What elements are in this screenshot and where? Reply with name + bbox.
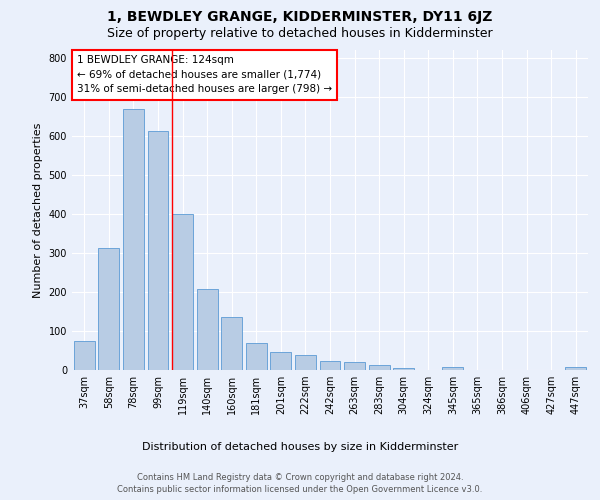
Text: Distribution of detached houses by size in Kidderminster: Distribution of detached houses by size … [142, 442, 458, 452]
Bar [271, 352, 292, 370]
Bar [320, 362, 340, 370]
Bar [344, 362, 365, 370]
Text: 1, BEWDLEY GRANGE, KIDDERMINSTER, DY11 6JZ: 1, BEWDLEY GRANGE, KIDDERMINSTER, DY11 6… [107, 10, 493, 24]
Bar [295, 355, 316, 370]
Bar [393, 368, 414, 370]
Bar [221, 317, 242, 370]
Bar [123, 108, 144, 370]
Bar [172, 214, 193, 370]
Bar [442, 367, 463, 370]
Bar [565, 368, 586, 370]
Y-axis label: Number of detached properties: Number of detached properties [33, 122, 43, 298]
Bar [74, 340, 95, 370]
Bar [98, 248, 119, 370]
Bar [148, 131, 169, 370]
Text: 1 BEWDLEY GRANGE: 124sqm
← 69% of detached houses are smaller (1,774)
31% of sem: 1 BEWDLEY GRANGE: 124sqm ← 69% of detach… [77, 55, 332, 94]
Text: Size of property relative to detached houses in Kidderminster: Size of property relative to detached ho… [107, 28, 493, 40]
Text: Contains public sector information licensed under the Open Government Licence v3: Contains public sector information licen… [118, 485, 482, 494]
Bar [197, 289, 218, 370]
Bar [368, 366, 389, 370]
Text: Contains HM Land Registry data © Crown copyright and database right 2024.: Contains HM Land Registry data © Crown c… [137, 472, 463, 482]
Bar [246, 342, 267, 370]
